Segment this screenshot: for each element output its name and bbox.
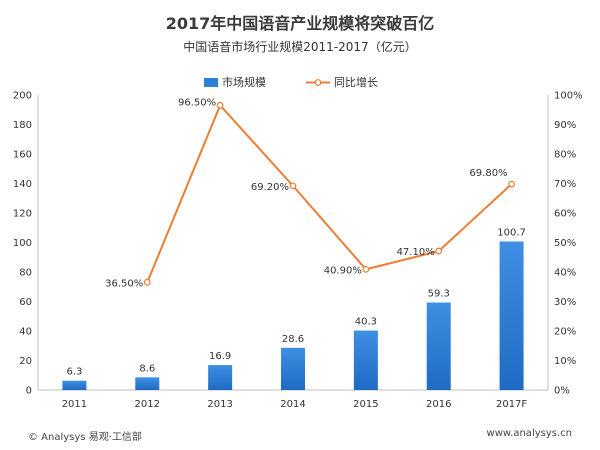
x-tick-label: 2015 xyxy=(353,399,378,410)
growth-line xyxy=(146,103,513,283)
bar xyxy=(499,241,524,390)
growth-value-label: 40.90% xyxy=(324,265,362,276)
bar xyxy=(135,377,160,390)
bar-value-label: 6.3 xyxy=(66,367,82,378)
y-right-tick-label: 50% xyxy=(554,238,576,249)
x-tick-label: 2016 xyxy=(426,399,451,410)
growth-value-label: 47.10% xyxy=(397,247,435,258)
y-left-tick-label: 60 xyxy=(19,297,32,308)
y-right-tick-label: 0% xyxy=(554,386,570,397)
y-left-tick-label: 140 xyxy=(13,179,32,190)
y-left-tick-label: 100 xyxy=(13,238,32,249)
bar xyxy=(208,365,233,390)
growth-point xyxy=(435,247,443,255)
bar-value-label: 8.6 xyxy=(139,363,155,374)
y-left-tick-label: 200 xyxy=(13,91,32,102)
bar xyxy=(281,347,305,390)
website-link[interactable]: www.analysys.cn xyxy=(486,428,572,439)
y-right-tick-label: 40% xyxy=(554,268,576,279)
growth-value-label: 69.20% xyxy=(251,182,289,193)
y-right-tick-label: 60% xyxy=(554,209,576,220)
bar xyxy=(426,302,451,390)
y-right-tick-label: 100% xyxy=(554,91,583,102)
y-left-tick-label: 80 xyxy=(19,268,32,279)
bar-value-label: 100.7 xyxy=(497,227,526,238)
growth-point xyxy=(289,182,297,190)
legend-swatch-bar xyxy=(204,78,218,87)
x-tick-label: 2017F xyxy=(496,399,527,410)
chart-title: 2017年中国语音产业规模将突破百亿 xyxy=(165,14,435,33)
bar xyxy=(353,330,378,390)
bar-value-label: 40.3 xyxy=(355,317,377,328)
x-tick-label: 2011 xyxy=(62,399,87,410)
x-tick-label: 2012 xyxy=(135,399,160,410)
chart-subtitle: 中国语音市场行业规模2011-2017（亿元） xyxy=(183,40,417,54)
y-right-tick-label: 70% xyxy=(554,179,576,190)
legend-label-bar: 市场规模 xyxy=(222,75,266,89)
growth-value-label: 96.50% xyxy=(178,97,216,108)
x-tick-label: 2013 xyxy=(207,399,232,410)
legend-marker-line xyxy=(314,79,322,86)
growth-point xyxy=(216,101,224,109)
y-left-tick-label: 0 xyxy=(26,386,32,397)
growth-value-label: 69.80% xyxy=(469,168,507,179)
y-left-tick-label: 40 xyxy=(19,327,32,338)
y-right-tick-label: 20% xyxy=(554,327,576,338)
growth-point xyxy=(143,278,151,286)
growth-value-label: 36.50% xyxy=(105,278,143,289)
growth-point xyxy=(362,265,370,273)
y-right-tick-label: 10% xyxy=(554,356,576,367)
source-note: © Analysys 易观·工信部 xyxy=(28,432,142,443)
y-right-tick-label: 90% xyxy=(554,120,576,131)
bar-value-label: 16.9 xyxy=(209,351,231,362)
y-left-tick-label: 20 xyxy=(19,356,32,367)
y-right-tick-label: 30% xyxy=(554,297,576,308)
legend-label-line: 同比增长 xyxy=(334,75,378,89)
x-tick-label: 2014 xyxy=(280,399,305,410)
bar-value-label: 59.3 xyxy=(428,289,450,300)
y-left-tick-label: 160 xyxy=(13,150,32,161)
y-left-tick-label: 180 xyxy=(13,120,32,131)
bar-value-label: 28.6 xyxy=(282,334,304,345)
y-left-tick-label: 120 xyxy=(13,209,32,220)
growth-point xyxy=(508,180,515,188)
bar xyxy=(62,380,87,390)
y-right-tick-label: 80% xyxy=(554,150,576,161)
